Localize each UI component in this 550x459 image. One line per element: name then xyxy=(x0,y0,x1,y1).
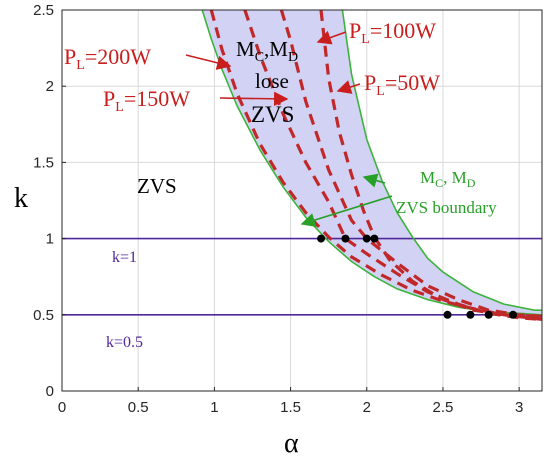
k1-label: k=1 xyxy=(112,249,137,266)
y-tick-label: 1.5 xyxy=(33,154,54,171)
x-tick-label: 0 xyxy=(58,399,66,416)
x-tick-label: 1 xyxy=(210,399,218,416)
power-label-100w: PL=100W xyxy=(349,18,436,47)
x-tick-label: 2 xyxy=(363,399,371,416)
power-label-50w: PL=50W xyxy=(364,70,440,99)
x-tick-label: 1.5 xyxy=(280,399,301,416)
y-tick-label: 1 xyxy=(46,231,54,248)
boundary-label-line2: ZVS boundary xyxy=(396,198,497,217)
y-axis-label: k xyxy=(14,183,28,214)
y-tick-label: 2.5 xyxy=(33,2,54,19)
power-label-200w-arrow xyxy=(185,54,232,70)
lose-zvs-label-line2: lose xyxy=(255,69,289,93)
operating-point xyxy=(341,234,350,243)
reference-lines xyxy=(62,237,542,316)
operating-points xyxy=(317,234,518,319)
power-label-100w-arrow xyxy=(316,30,347,45)
non-zvs-region xyxy=(202,10,542,315)
power-curve-p-l-50w xyxy=(319,10,542,318)
operating-point xyxy=(466,310,475,319)
operating-point xyxy=(370,234,379,243)
axis-ticks: 0 0.5 1 1.5 2 2.5 3 0 0.5 1 1.5 2 2.5 xyxy=(33,2,523,416)
power-label-50w-arrow xyxy=(336,80,361,94)
power-label-200w: PL=200W xyxy=(64,44,151,73)
y-tick-label: 2 xyxy=(46,78,54,95)
power-curves xyxy=(209,10,542,321)
operating-point xyxy=(509,310,518,319)
x-tick-label: 3 xyxy=(515,399,523,416)
power-curve-p-l-200w xyxy=(209,10,542,321)
y-tick-label: 0 xyxy=(46,383,54,400)
lose-zvs-label-line1: MC,MD xyxy=(236,37,298,65)
boundary-arrow-upper xyxy=(362,173,386,188)
boundary-label-line1: MC, MD xyxy=(420,168,476,190)
boundary-arrow-lower xyxy=(300,195,393,228)
operating-point xyxy=(443,310,452,319)
power-label-150w-arrow xyxy=(219,91,289,107)
power-curve-p-l-150w xyxy=(243,10,542,321)
x-tick-label: 2.5 xyxy=(433,399,454,416)
k05-label: k=0.5 xyxy=(106,334,143,351)
zvs-label: ZVS xyxy=(137,174,177,198)
operating-point xyxy=(362,234,371,243)
operating-point xyxy=(317,234,326,243)
x-tick-label: 0.5 xyxy=(128,399,149,416)
x-axis-label: α xyxy=(284,428,299,459)
zvs-boundary-lower-curve xyxy=(341,10,542,311)
plot-frame xyxy=(61,9,543,392)
operating-point xyxy=(484,310,493,319)
power-label-150w: PL=150W xyxy=(103,86,190,115)
y-tick-label: 0.5 xyxy=(33,307,54,324)
lose-zvs-label-line3: ZVS xyxy=(251,102,294,127)
